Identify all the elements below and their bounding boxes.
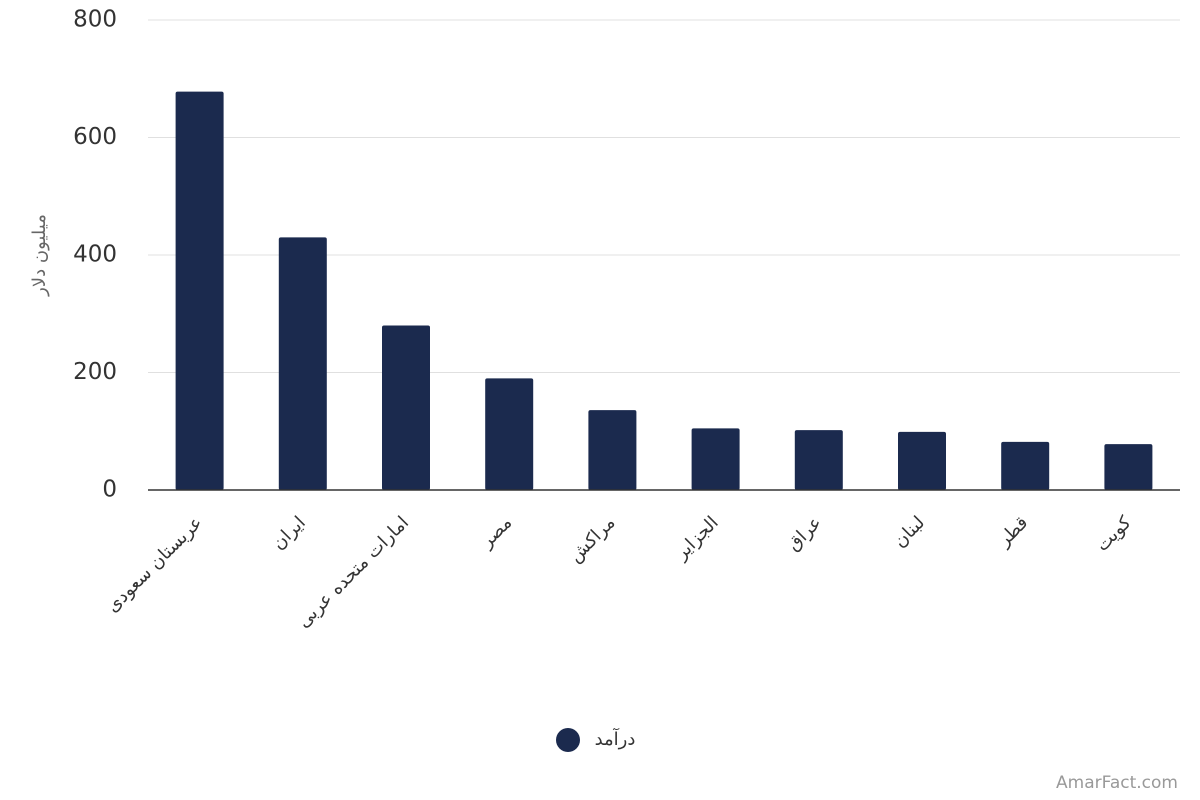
bar (485, 378, 534, 490)
bar (691, 428, 740, 490)
bar (588, 410, 637, 490)
x-tick-label: عربستان سعودی (102, 512, 206, 616)
x-tick-label: مراکش (565, 512, 620, 567)
bar (175, 91, 224, 491)
bar (794, 430, 843, 490)
x-tick-label: ایران (268, 512, 310, 554)
bar (1104, 444, 1153, 490)
x-tick-label: عراق (783, 512, 826, 555)
bar (898, 431, 946, 490)
y-axis-label: میلیون دلار (29, 214, 50, 297)
y-tick-label: 400 (73, 242, 117, 268)
watermark: AmarFact.com (1056, 773, 1178, 793)
x-tick-label: امارات متحده عربی (293, 512, 413, 632)
bar (1001, 441, 1050, 490)
y-tick-label: 600 (73, 124, 117, 150)
bar (278, 237, 327, 490)
y-tick-label: 200 (73, 359, 117, 385)
x-tick-label: لبنان (889, 512, 929, 552)
x-tick-label: کویت (1092, 512, 1136, 556)
x-tick-label: الجزایر (670, 512, 722, 564)
legend-label: درآمد (595, 727, 636, 750)
y-tick-label: 800 (73, 7, 117, 33)
x-tick-label: مصر (476, 512, 516, 552)
x-tick-label: قطر (993, 512, 1032, 551)
legend-marker (556, 728, 580, 752)
bar (382, 325, 430, 490)
y-tick-label: 0 (102, 477, 117, 503)
